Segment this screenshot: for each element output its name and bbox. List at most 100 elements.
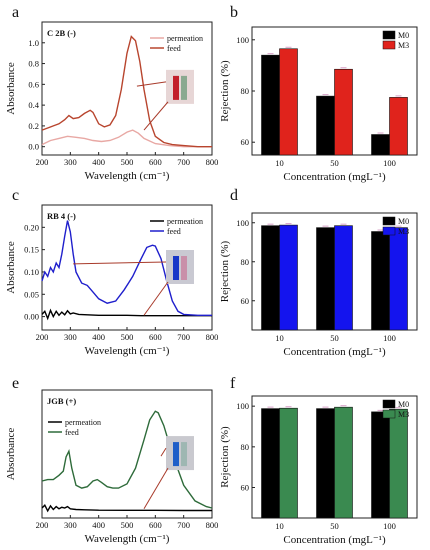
bar-M3 <box>279 224 298 331</box>
bar-M0 <box>371 411 390 519</box>
series-line-feed <box>41 35 212 148</box>
x-tick-label: 300 <box>64 520 77 530</box>
series-line-permeation <box>41 504 212 513</box>
x-tick-label: 700 <box>177 520 190 530</box>
y-tick-label: 0.00 <box>24 312 39 322</box>
x-tick-label: 800 <box>206 520 219 530</box>
y-axis-label: Absorbance <box>5 241 17 294</box>
x-tick-label: 10 <box>275 158 284 168</box>
bar-M3 <box>334 68 353 156</box>
legend-label: M3 <box>398 41 409 50</box>
x-tick-label: 200 <box>36 332 49 342</box>
y-tick-label: 0.4 <box>28 100 39 110</box>
y-axis-label: Absorbance <box>5 428 17 481</box>
legend-label: feed <box>167 44 181 53</box>
inset-photo <box>166 250 194 284</box>
legend-label: M3 <box>398 227 409 236</box>
x-axis-label: Wavelength (cm⁻¹) <box>85 170 170 182</box>
y-tick-label: 0.8 <box>28 59 39 69</box>
inset-vial-feed <box>173 442 179 467</box>
panel-c: c 200 300 400 500 600 700 800 0.00 0.05 0.10 0.15 0.… <box>5 187 218 357</box>
y-tick-label: 1.0 <box>28 38 39 48</box>
legend-label: M3 <box>398 410 409 419</box>
bar-M3 <box>334 225 353 331</box>
y-tick-label: 0.15 <box>24 245 39 255</box>
panel-letter: c <box>12 187 19 204</box>
inset-photo <box>166 436 194 471</box>
y-tick-label: 80 <box>241 257 250 267</box>
chart-title: C 2B (-) <box>47 28 76 38</box>
arrow-to-feed <box>160 447 167 457</box>
x-tick-label: 100 <box>383 521 396 531</box>
arrow-to-permeation <box>143 281 169 316</box>
x-tick-label: 500 <box>121 157 134 167</box>
x-tick-label: 10 <box>275 333 284 343</box>
x-tick-label: 50 <box>330 521 339 531</box>
inset-vial-feed <box>173 256 179 280</box>
legend-label: feed <box>167 227 181 236</box>
bar-M0 <box>316 227 335 331</box>
panel-letter: b <box>230 4 238 21</box>
x-tick-label: 400 <box>92 157 105 167</box>
legend-label: M0 <box>398 400 409 409</box>
x-tick-label: 300 <box>64 157 77 167</box>
inset-background <box>166 250 194 284</box>
legend-swatch <box>382 40 396 50</box>
x-axis-label: Concentration (mgL⁻¹) <box>283 171 386 183</box>
bar-M3 <box>389 227 408 331</box>
y-tick-label: 80 <box>241 442 250 452</box>
x-tick-label: 600 <box>149 157 162 167</box>
inset-vial-permeation <box>181 75 187 100</box>
bar-M3 <box>334 406 353 519</box>
legend-label: permeation <box>167 34 203 43</box>
arrow-to-feed <box>136 81 167 87</box>
y-axis-label: Rejection (%) <box>219 426 231 488</box>
x-tick-label: 50 <box>330 333 339 343</box>
legend-label: feed <box>65 428 79 437</box>
x-tick-label: 500 <box>121 520 134 530</box>
inset-background <box>166 436 194 471</box>
x-tick-label: 600 <box>149 332 162 342</box>
y-tick-label: 0.05 <box>24 289 39 299</box>
bar-M0 <box>371 134 390 156</box>
chart-title: RB 4 (-) <box>47 211 76 221</box>
x-tick-label: 800 <box>206 332 219 342</box>
bar-M0 <box>316 95 335 156</box>
x-tick-label: 700 <box>177 157 190 167</box>
y-tick-label: 60 <box>241 483 250 493</box>
y-axis-label: Rejection (%) <box>219 60 231 122</box>
legend-label: M0 <box>398 217 409 226</box>
bar-M3 <box>389 408 408 519</box>
x-axis-label: Wavelength (cm⁻¹) <box>85 345 170 357</box>
legend-swatch <box>382 30 396 40</box>
arrow-to-feed <box>73 261 167 265</box>
legend-swatch <box>382 216 396 226</box>
legend-label: M0 <box>398 31 409 40</box>
bar-M0 <box>261 225 280 331</box>
x-tick-label: 200 <box>36 157 49 167</box>
bar-M0 <box>261 54 280 156</box>
inset-vial-permeation <box>181 442 187 467</box>
y-axis-label: Absorbance <box>5 62 17 115</box>
panel-letter: a <box>12 4 19 21</box>
y-tick-label: 80 <box>241 86 250 96</box>
y-tick-label: 0.6 <box>28 79 39 89</box>
legend-label: permeation <box>167 217 203 226</box>
panel-b: b 60 80 100 10 50 100 Concentration (mgL⁻¹) Reje… <box>219 4 418 183</box>
panel-letter: f <box>230 375 236 392</box>
y-tick-label: 0.0 <box>28 142 39 152</box>
y-tick-label: 0.20 <box>24 222 39 232</box>
x-axis-label: Concentration (mgL⁻¹) <box>283 534 386 546</box>
bar-M0 <box>371 231 390 331</box>
series-line-feed <box>41 220 212 316</box>
legend-swatch <box>382 226 396 236</box>
series-line-permeation <box>41 129 212 148</box>
x-tick-label: 50 <box>330 158 339 168</box>
y-tick-label: 100 <box>236 218 249 228</box>
inset-background <box>166 69 194 104</box>
y-axis-label: Rejection (%) <box>219 240 231 302</box>
x-tick-label: 100 <box>383 158 396 168</box>
panel-d: d 60 80 100 10 50 100 Concentration (mgL⁻¹) Reje… <box>219 187 418 358</box>
legend-label: permeation <box>65 418 101 427</box>
